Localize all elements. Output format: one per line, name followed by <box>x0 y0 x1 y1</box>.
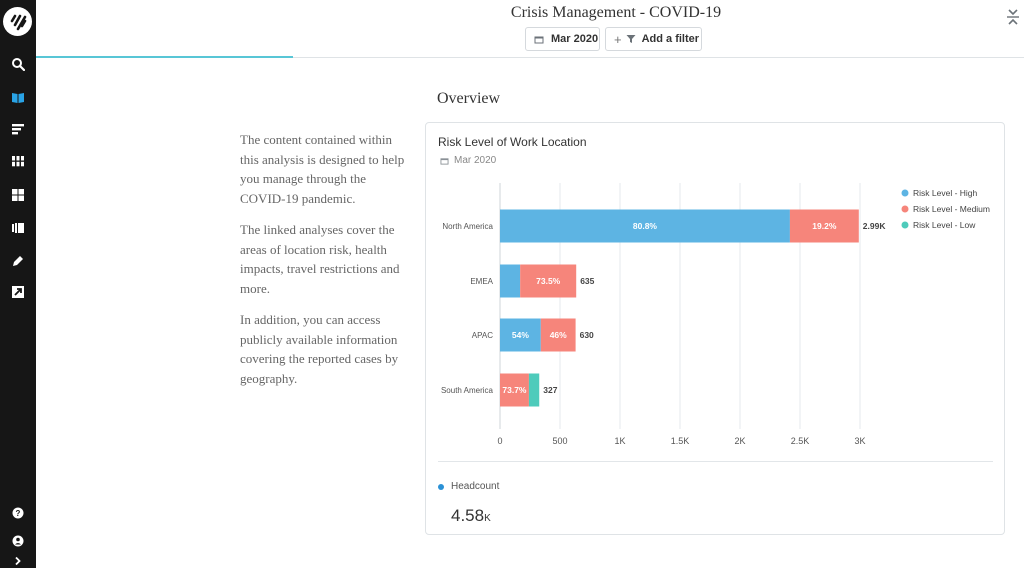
legend-marker <box>901 221 909 229</box>
category-label: EMEA <box>470 277 493 286</box>
legend-entry: Risk Level - Low <box>913 220 976 230</box>
collections-icon <box>12 223 24 233</box>
legend-marker <box>901 189 909 197</box>
x-tick-label: 3K <box>854 436 865 446</box>
sidebar-item-edit[interactable] <box>6 251 30 271</box>
report-lines-icon <box>12 124 24 135</box>
category-label: APAC <box>472 331 493 340</box>
external-link-icon <box>12 286 24 298</box>
headcount-number: 4.58 <box>451 506 485 525</box>
bar-data-label: 54% <box>512 330 529 340</box>
sidebar-item-open[interactable] <box>6 282 30 302</box>
card-date: Mar 2020 <box>440 155 496 166</box>
overview-title: Overview <box>437 90 501 107</box>
bar-data-label: 73.5% <box>536 276 561 286</box>
sidebar-expand-button[interactable] <box>6 551 30 571</box>
bar-segment <box>500 318 541 352</box>
x-tick-label: 2.5K <box>791 436 810 446</box>
loading-progress-bar <box>36 56 293 58</box>
book-icon <box>12 93 24 103</box>
svg-text:?: ? <box>16 509 21 518</box>
app-logo[interactable] <box>3 7 32 36</box>
bar-segment <box>520 264 577 298</box>
dashboard-icon <box>12 189 24 201</box>
category-label: South America <box>441 386 494 395</box>
bar-segment <box>528 373 540 407</box>
date-filter-label: Mar 2020 <box>551 33 599 45</box>
bar-segment <box>500 264 521 298</box>
headcount-value: 4.58K <box>451 506 491 526</box>
bar-data-label: 19.2% <box>812 221 837 231</box>
description-paragraph: The linked analyses cover the areas of l… <box>240 222 400 296</box>
date-filter-chip[interactable]: Mar 2020 <box>525 27 600 51</box>
header: Crisis Management - COVID-19 Mar 2020 + … <box>36 0 1024 58</box>
headcount-label: Headcount <box>438 481 499 492</box>
collapse-header-icon[interactable] <box>1006 8 1020 26</box>
add-filter-label: Add a filter <box>641 33 700 45</box>
card-title: Risk Level of Work Location <box>438 135 587 149</box>
add-filter-button[interactable]: + Add a filter <box>605 27 702 51</box>
headcount-label-text: Headcount <box>451 481 500 492</box>
overview-description: The content contained within this analys… <box>240 130 408 400</box>
apps-grid-icon <box>12 156 24 167</box>
risk-level-chart: 0 500 1K 1.5K 2K 2.5K 3K North America 80.8% 19.2… <box>441 183 990 446</box>
bar-data-label: 80.8% <box>633 221 658 231</box>
bar-data-label: 46% <box>550 330 567 340</box>
x-tick-label: 500 <box>552 436 567 446</box>
bar-segment <box>540 318 576 352</box>
plus-icon: + <box>614 31 622 47</box>
bar-segment <box>500 209 790 243</box>
x-tick-label: 1K <box>614 436 625 446</box>
chevron-right-icon <box>15 556 21 566</box>
pen-icon <box>13 256 23 266</box>
risk-level-card: Risk Level of Work Location Mar 2020 0 50… <box>425 122 1005 535</box>
headcount-dot-icon <box>438 483 444 490</box>
user-icon <box>12 535 24 547</box>
card-divider <box>438 461 993 462</box>
sidebar-item-apps[interactable] <box>6 151 30 171</box>
logo-icon <box>10 14 26 30</box>
legend-marker <box>901 205 909 213</box>
sidebar-item-profile[interactable] <box>6 531 30 551</box>
sidebar-item-library[interactable] <box>6 88 30 108</box>
legend-entry: Risk Level - Medium <box>913 204 990 214</box>
calendar-icon <box>440 157 449 165</box>
search-icon <box>12 58 25 71</box>
bar-total-label: 327 <box>543 385 557 395</box>
description-paragraph: The content contained within this analys… <box>240 132 405 206</box>
sidebar-item-help[interactable]: ? <box>6 503 30 523</box>
calendar-icon <box>534 36 544 43</box>
sidebar-item-reports[interactable] <box>6 119 30 139</box>
category-label: North America <box>442 222 493 231</box>
headcount-unit: K <box>484 513 491 524</box>
description-paragraph: In addition, you can access publicly ava… <box>240 312 399 386</box>
legend-entry: Risk Level - High <box>913 188 978 198</box>
help-icon: ? <box>12 507 24 519</box>
x-tick-label: 1.5K <box>671 436 690 446</box>
sidebar-item-search[interactable] <box>6 54 30 74</box>
x-tick-label: 0 <box>497 436 502 446</box>
sidebar-item-dashboards[interactable] <box>6 185 30 205</box>
card-date-label: Mar 2020 <box>454 155 497 166</box>
sidebar-item-collections[interactable] <box>6 218 30 238</box>
bar-segment <box>789 209 859 243</box>
sidebar: ? <box>0 0 36 568</box>
bar-total-label: 630 <box>580 330 594 340</box>
x-tick-label: 2K <box>734 436 745 446</box>
page-title: Crisis Management - COVID-19 <box>510 4 722 21</box>
bar-segment <box>500 373 529 407</box>
funnel-icon <box>626 35 636 43</box>
bar-total-label: 2.99K <box>863 221 887 231</box>
bar-total-label: 635 <box>580 276 594 286</box>
bar-data-label: 73.7% <box>502 385 527 395</box>
